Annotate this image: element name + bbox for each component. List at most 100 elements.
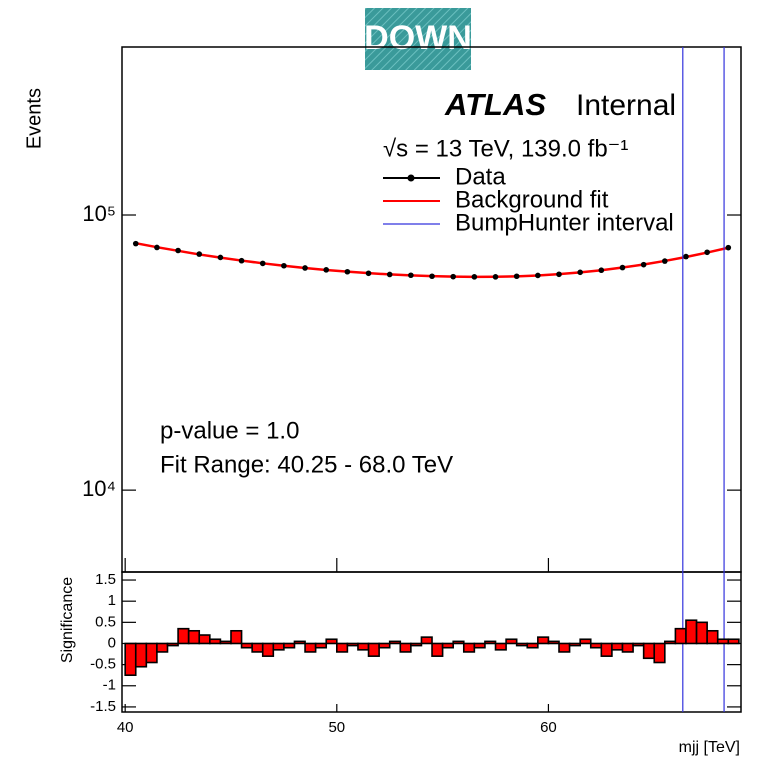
significance-bar <box>589 642 603 649</box>
significance-bar <box>685 619 698 645</box>
significance-bar <box>219 640 232 645</box>
data-point <box>725 244 732 251</box>
y-tick-label: 10⁴ <box>82 476 116 501</box>
lower-frame <box>121 571 742 713</box>
data-point <box>577 269 583 276</box>
significance-bar <box>177 627 190 645</box>
significance-bar <box>304 642 317 653</box>
significance-bar <box>706 629 719 645</box>
legend-label: Data <box>455 163 506 190</box>
significance-bar <box>230 629 243 645</box>
significance-bar <box>441 642 454 649</box>
significance-bar <box>314 642 328 649</box>
status-label: Internal <box>576 89 676 122</box>
significance-bar <box>335 642 349 653</box>
y-tick-label: 1.5 <box>95 571 116 588</box>
data-point <box>132 240 139 247</box>
data-point <box>683 253 689 260</box>
significance-bar <box>515 642 529 647</box>
significance-bar <box>558 642 571 653</box>
x-axis-label: mjj [TeV] <box>679 739 740 756</box>
y-tick-label: 0 <box>108 634 116 651</box>
experiment-label: ATLAS <box>444 87 546 122</box>
significance-bar <box>283 642 296 649</box>
data-point <box>323 267 330 273</box>
significance-bar <box>251 642 264 653</box>
data-point <box>259 260 266 267</box>
y-tick-label: 0.5 <box>95 613 116 630</box>
significance-bar <box>272 642 285 651</box>
significance-bar <box>156 642 169 653</box>
y-axis-label: Events <box>23 88 45 149</box>
significance-bar <box>632 642 645 647</box>
data-point <box>281 262 287 269</box>
significance-bar <box>462 642 476 653</box>
significance-bar <box>664 640 677 645</box>
data-point <box>429 273 435 280</box>
data-point <box>704 249 710 256</box>
significance-bar <box>484 640 497 645</box>
significance-bar <box>399 642 412 653</box>
significance-bar <box>653 642 666 664</box>
significance-bar <box>325 638 338 645</box>
annotation: Fit Range: 40.25 - 68.0 TeV <box>160 451 453 478</box>
y-tick-label: 1 <box>108 592 116 609</box>
x-tick-label: 60 <box>540 719 557 736</box>
data-point <box>513 273 520 280</box>
significance-bar <box>124 642 137 677</box>
significance-bar <box>579 638 592 645</box>
significance-bar <box>166 642 179 647</box>
data-point <box>556 271 562 278</box>
legend-label: Background fit <box>455 186 609 213</box>
x-tick-label: 50 <box>328 719 345 736</box>
y-tick-label: 10⁵ <box>82 201 116 226</box>
data-point <box>238 257 245 264</box>
significance-bar <box>367 642 380 657</box>
significance-bar <box>526 642 539 649</box>
y-tick-label: -1.5 <box>90 698 116 715</box>
significance-bar <box>145 642 158 664</box>
significance-bar <box>198 634 211 645</box>
y-tick-label: -0.5 <box>90 656 116 673</box>
significance-bar <box>240 642 253 649</box>
upper-frame <box>121 46 742 573</box>
data-point <box>365 270 372 277</box>
data-point <box>662 258 668 264</box>
data-point <box>196 251 203 257</box>
legend-symbol <box>407 174 415 182</box>
data-point <box>450 273 456 280</box>
significance-bar <box>452 640 465 645</box>
significance-bar <box>642 642 656 660</box>
fit-line <box>135 241 729 279</box>
significance-bar <box>547 640 560 645</box>
significance-bar <box>611 642 624 651</box>
significance-bar <box>537 636 550 645</box>
significance-bar <box>695 621 708 645</box>
significance-bar <box>410 642 423 647</box>
significance-bar <box>346 642 359 647</box>
data-point <box>154 244 160 251</box>
data-point <box>302 265 308 271</box>
data-point <box>535 272 541 279</box>
data-point <box>598 267 605 274</box>
significance-bar <box>600 642 613 657</box>
data-point <box>386 271 393 278</box>
x-tick-label: 40 <box>117 719 134 736</box>
significance-bar <box>621 642 634 653</box>
badge: DOWN <box>364 19 472 57</box>
annotation: p-value = 1.0 <box>160 417 299 444</box>
y-tick-label: -1 <box>103 677 116 694</box>
significance-bar <box>187 629 201 645</box>
data-point <box>408 272 414 279</box>
data-point <box>471 274 478 280</box>
data-point <box>619 264 626 271</box>
data-point <box>492 274 499 280</box>
data-point <box>640 261 647 268</box>
significance-bar <box>716 638 730 645</box>
significance-bar <box>473 642 486 649</box>
significance-bar <box>378 642 391 649</box>
y-axis-label: Significance <box>59 577 76 663</box>
significance-bar <box>261 642 275 657</box>
significance-bar <box>505 638 518 645</box>
